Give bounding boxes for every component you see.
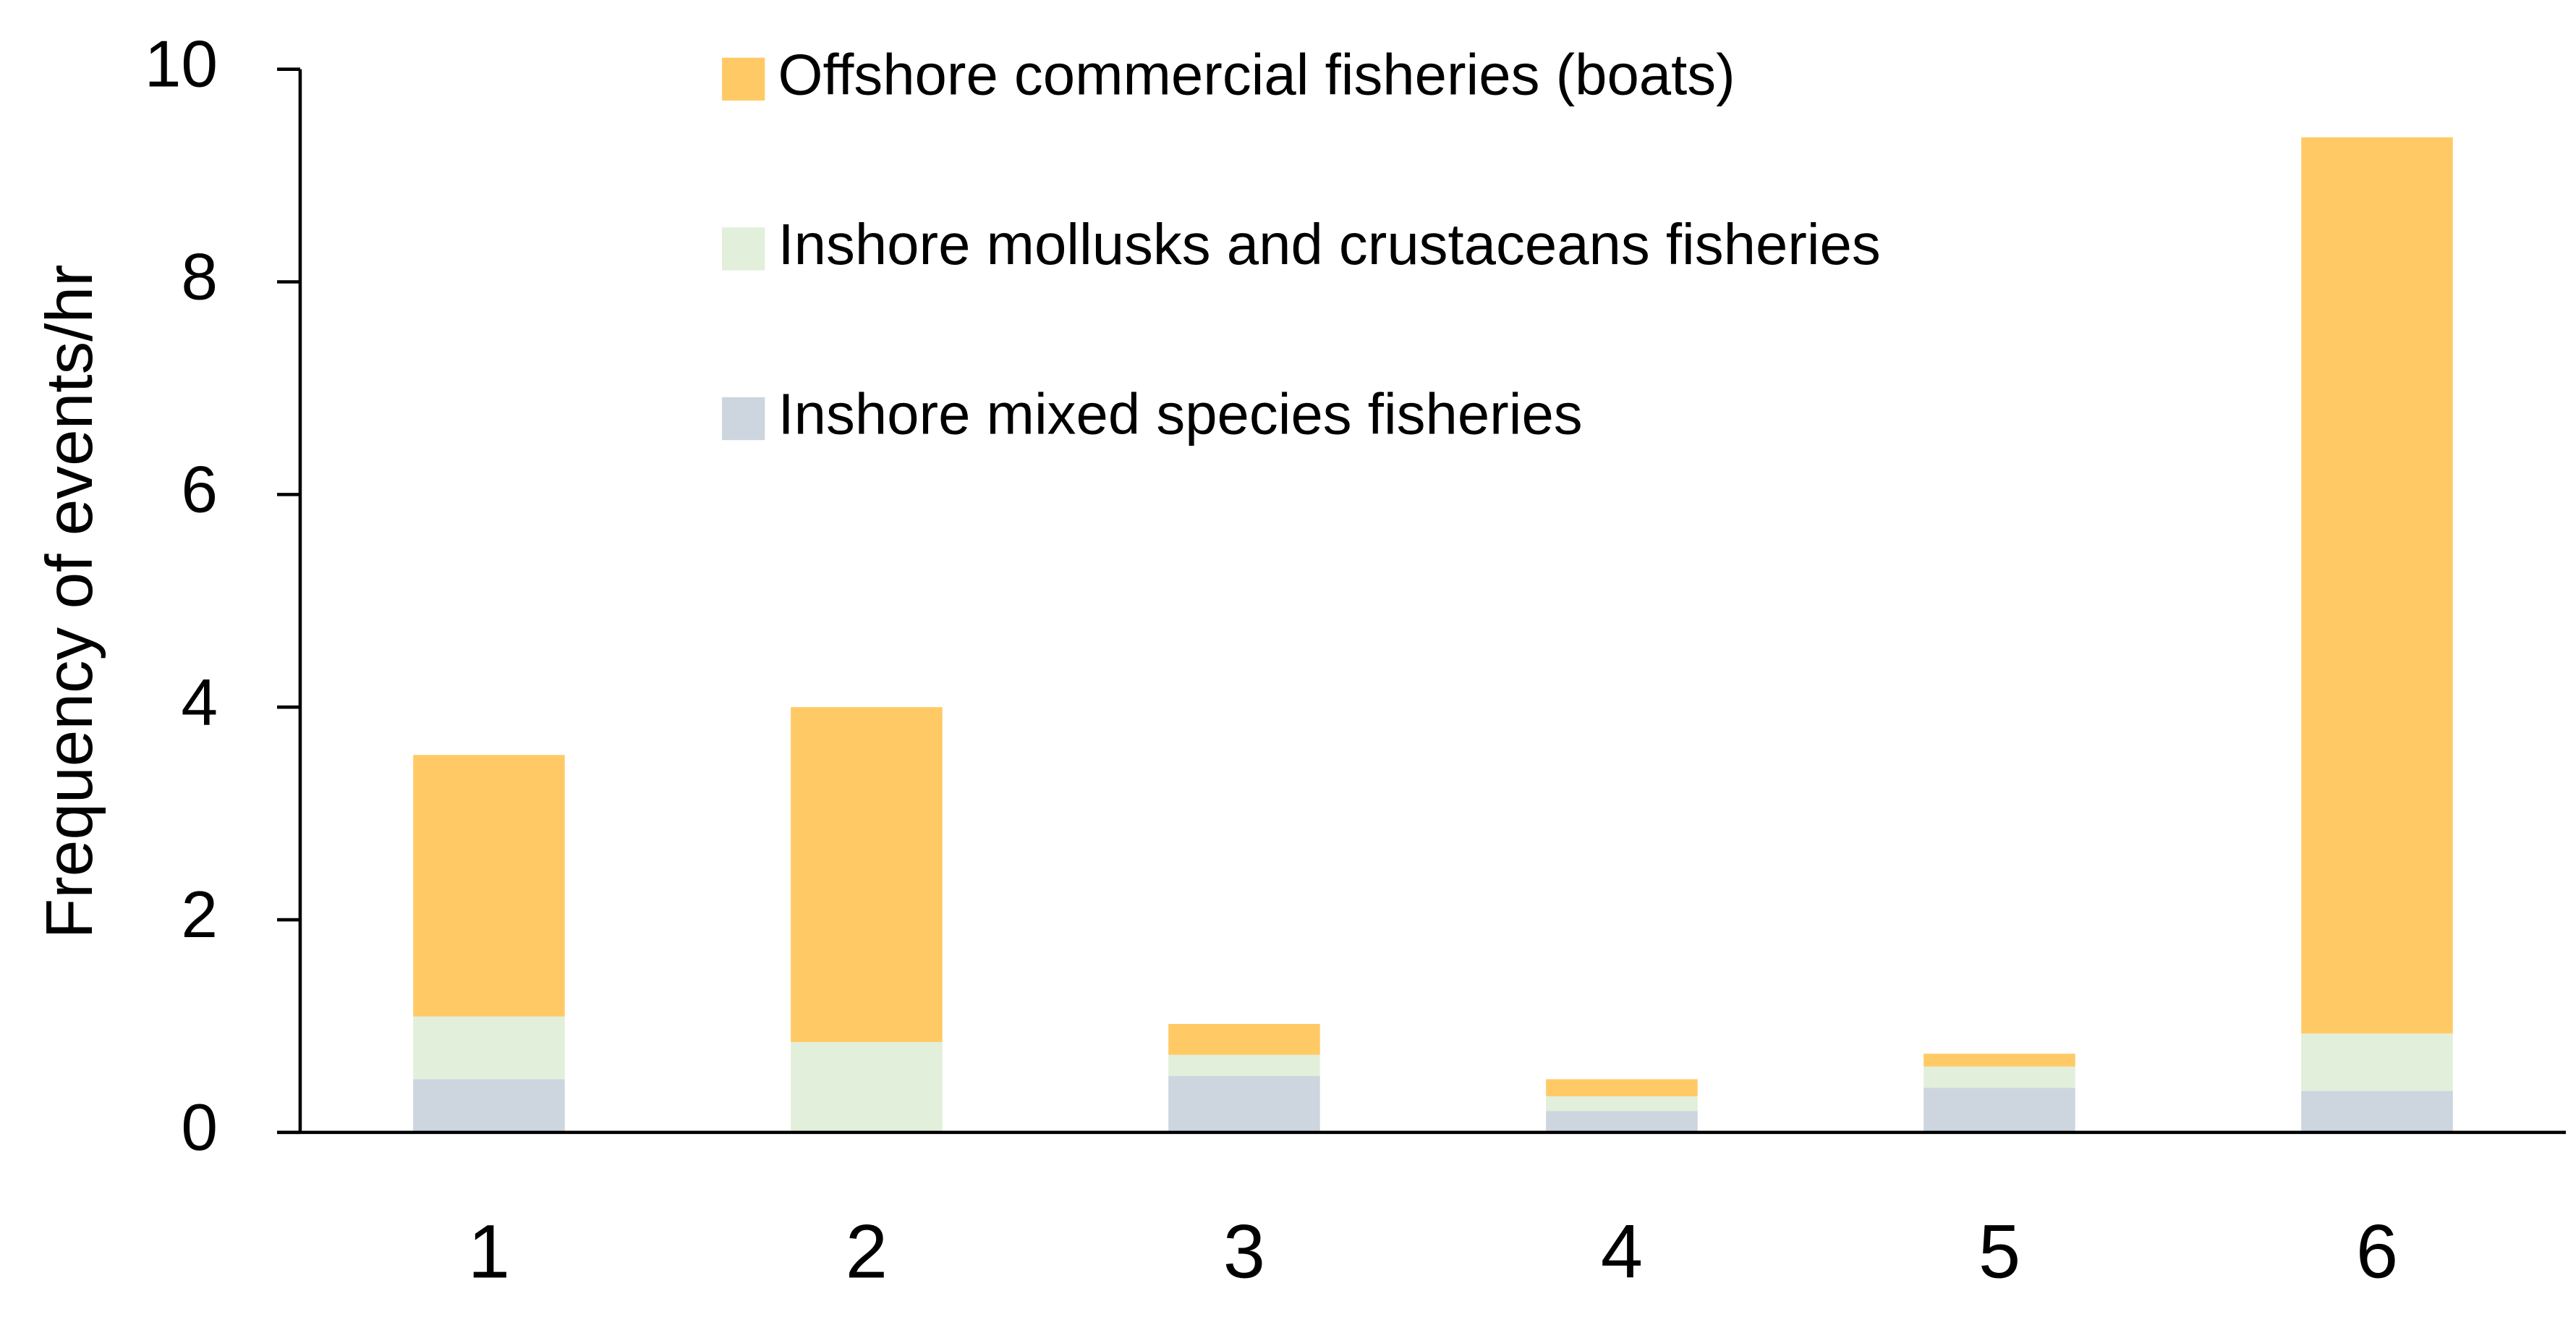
bar-segment	[1546, 1111, 1698, 1132]
bar-segment	[1924, 1088, 2075, 1132]
legend-swatch	[722, 397, 765, 441]
y-tick-label: 10	[145, 28, 218, 101]
bar-segment	[791, 1041, 943, 1132]
bar-segment	[1924, 1054, 2075, 1067]
bar-segment	[1168, 1024, 1320, 1055]
bar-segment	[1546, 1079, 1698, 1096]
y-tick-label: 0	[181, 1091, 218, 1164]
bar-segment	[2301, 1091, 2453, 1132]
x-tick-label: 1	[468, 1210, 510, 1295]
y-tick-label: 2	[181, 878, 218, 952]
x-tick-label: 5	[1978, 1210, 2020, 1295]
x-tick-label: 6	[2356, 1210, 2398, 1295]
bar-segment	[413, 755, 565, 1017]
bar-segment	[413, 1079, 565, 1132]
legend-label: Inshore mixed species fisheries	[778, 382, 1583, 446]
legend-label: Inshore mollusks and crustaceans fisheri…	[778, 212, 1881, 276]
bar-segment	[1924, 1066, 2075, 1088]
x-tick-label: 3	[1223, 1210, 1265, 1295]
legend-swatch	[722, 57, 765, 101]
legend-label: Offshore commercial fisheries (boats)	[778, 42, 1735, 106]
y-tick-label: 4	[181, 666, 218, 739]
y-tick-label: 6	[181, 453, 218, 526]
bar-segment	[2301, 137, 2453, 1034]
bar-segment	[1168, 1054, 1320, 1077]
bar-segment	[413, 1016, 565, 1080]
x-tick-label: 2	[846, 1210, 888, 1295]
y-axis-label: Frequency of events/hr	[33, 265, 106, 939]
y-tick-label: 8	[181, 241, 218, 314]
bar-segment	[791, 707, 943, 1042]
x-tick-label: 4	[1601, 1210, 1643, 1295]
legend-swatch	[722, 227, 765, 271]
bar-segment	[1168, 1076, 1320, 1132]
bar-segment	[2301, 1033, 2453, 1091]
bar-segment	[1546, 1096, 1698, 1111]
